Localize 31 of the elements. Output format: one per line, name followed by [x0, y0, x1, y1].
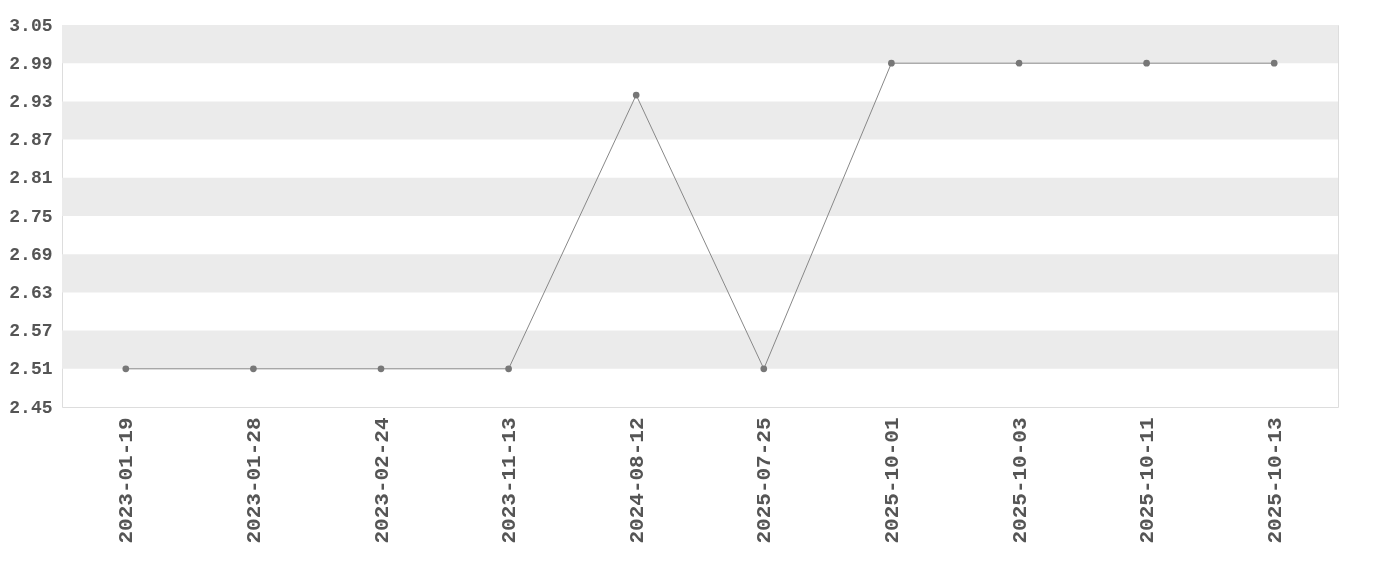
point — [1143, 59, 1150, 67]
y-tick-label: 2.57 — [9, 321, 53, 342]
point — [122, 365, 130, 373]
y-tick-label: 2.63 — [9, 282, 53, 303]
y-tick-label: 2.81 — [9, 168, 53, 189]
y-tick-label: 2.45 — [9, 397, 53, 418]
x-tick-label: 2023-11-13 — [498, 417, 522, 544]
point — [250, 365, 257, 373]
x-tick-label: 2023-02-24 — [370, 417, 394, 544]
x-tick-label: 2024-08-12 — [625, 417, 649, 544]
y-tick-label: 3.05 — [9, 15, 53, 36]
point — [760, 365, 768, 373]
x-tick-label: 2025-10-13 — [1263, 417, 1287, 544]
point — [632, 91, 640, 99]
x-tick-label: 2025-10-03 — [1008, 417, 1032, 544]
x-tick-label: 2025-10-01 — [880, 417, 904, 544]
y-tick-label: 2.75 — [9, 206, 53, 227]
point — [888, 59, 895, 67]
x-tick-label: 2023-01-28 — [242, 417, 266, 544]
y-tick-label: 2.99 — [9, 53, 53, 74]
x-tick-label: 2025-10-11 — [1136, 417, 1160, 544]
point — [1270, 59, 1278, 67]
point — [505, 365, 512, 373]
point — [377, 365, 385, 373]
y-tick-label: 2.93 — [9, 91, 53, 112]
y-tick-label: 2.69 — [9, 244, 53, 265]
y-tick-label: 2.51 — [9, 359, 53, 380]
y-tick-label: 2.87 — [9, 130, 53, 151]
x-tick-label: 2025-07-25 — [753, 417, 777, 544]
point — [1015, 59, 1023, 67]
x-tick-label: 2023-01-19 — [115, 417, 139, 544]
